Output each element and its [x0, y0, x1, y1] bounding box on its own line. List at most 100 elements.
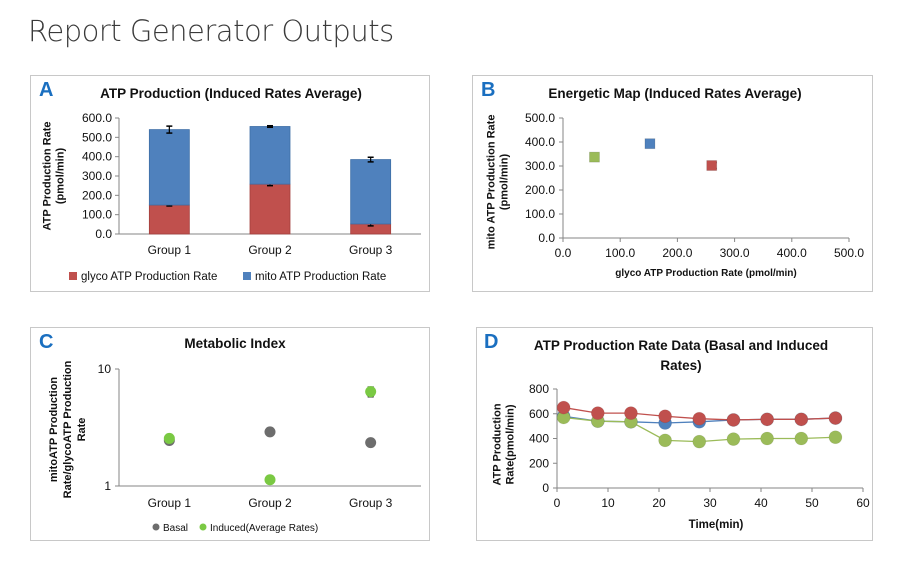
point-group-1	[644, 138, 656, 150]
y-tick-label: 0.0	[95, 227, 112, 241]
y-tick-label: 400.0	[525, 135, 555, 149]
panel-letter-c: C	[39, 331, 54, 353]
y-axis-label-line: Rate	[76, 418, 88, 442]
y-tick-label: 600.0	[82, 111, 112, 125]
panel-letter-b: B	[481, 79, 496, 101]
y-axis-label-line: ATP Production	[492, 403, 504, 485]
y-tick-label: 200	[529, 456, 549, 470]
chart-title-line: ATP Production Rate Data (Basal and Indu…	[534, 338, 828, 353]
page-title: Report Generator Outputs	[28, 14, 394, 48]
panel-c: C Metabolic Index 1 10 mitoATP Production Ra…	[30, 327, 430, 541]
legend-label: Induced(Average Rates)	[210, 523, 318, 534]
y-axis-label-line: Rate/glycoATP Production	[62, 360, 74, 498]
legend-swatch	[243, 272, 251, 280]
legend-label: glyco ATP Production Rate	[81, 271, 217, 283]
point-group-2	[590, 406, 605, 421]
y-tick-label: 500.0	[525, 111, 555, 125]
point-basal	[365, 437, 377, 449]
legend-label: Basal	[163, 523, 188, 534]
x-tick-label: 30	[703, 496, 717, 510]
point-induced	[264, 474, 276, 486]
x-axis-label: glyco ATP Production Rate (pmol/min)	[615, 268, 797, 279]
point-group-3	[794, 431, 809, 446]
x-tick-label: Group 1	[148, 496, 192, 510]
x-tick-label: Group 2	[248, 496, 292, 510]
x-tick-label: 60	[856, 496, 870, 510]
y-axis-label: mito ATP Production Rate(pmol/min)	[486, 115, 511, 250]
y-axis-label-line: mitoATP Production	[48, 377, 60, 483]
y-axis-label-line: ATP Production Rate	[42, 122, 54, 231]
point-group-2	[624, 406, 638, 421]
point-group-2	[556, 400, 571, 415]
y-tick-label: 200.0	[82, 188, 112, 202]
chart-atp-rate-timecourse: ATP Production Rate Data (Basal and Indu…	[492, 338, 870, 531]
y-tick-label: 300.0	[525, 159, 555, 173]
legend-marker	[199, 523, 207, 531]
point-group-3	[828, 430, 843, 445]
point-induced	[365, 386, 377, 398]
chart-title: Energetic Map (Induced Rates Average)	[548, 86, 801, 101]
x-tick-label: 300.0	[720, 246, 750, 260]
chart-title: ATP Production (Induced Rates Average)	[100, 86, 362, 101]
point-group-2	[706, 160, 718, 171]
y-tick-label: 200.0	[525, 183, 555, 197]
x-tick-label: 20	[652, 496, 666, 510]
x-tick-label: 10	[601, 496, 615, 510]
chart-title: Metabolic Index	[184, 336, 286, 351]
x-axis-label: Time(min)	[689, 519, 744, 531]
y-axis-label-line: (pmol/min)	[499, 154, 511, 211]
y-tick-label: 500.0	[82, 130, 112, 144]
panel-d: D ATP Production Rate Data (Basal and In…	[476, 327, 873, 541]
y-axis-label-line: mito ATP Production Rate	[486, 115, 498, 250]
panel-letter-d: D	[484, 331, 499, 353]
y-tick-label: 300.0	[82, 169, 112, 183]
x-tick-label: Group 1	[148, 243, 192, 257]
x-tick-label: Group 3	[349, 496, 393, 510]
point-group-3	[692, 434, 707, 449]
panel-letter-a: A	[39, 79, 54, 101]
point-group-2	[658, 409, 673, 424]
y-tick-label: 0	[542, 481, 549, 495]
point-group-2	[794, 412, 809, 427]
point-basal	[264, 426, 276, 438]
chart-energetic-map: Energetic Map (Induced Rates Average) 0.0…	[486, 86, 865, 279]
point-group-2	[760, 412, 775, 427]
x-tick-label: Group 3	[349, 243, 393, 257]
x-tick-label: 50	[805, 496, 819, 510]
y-axis-label: mitoATP Production Rate/glycoATP Producti…	[48, 360, 88, 498]
y-axis-label: ATP ProductionRate(pmol/min)	[492, 403, 517, 485]
y-tick-label: 400.0	[82, 150, 112, 164]
y-axis-label-line: Rate(pmol/min)	[505, 404, 517, 484]
y-tick-label: 0.0	[538, 231, 555, 245]
point-group-3	[589, 151, 600, 163]
x-tick-label: 400.0	[777, 246, 807, 260]
x-tick-label: 500.0	[834, 246, 864, 260]
bar-mito	[350, 159, 392, 225]
panel-b: B Energetic Map (Induced Rates Average) 0…	[472, 75, 873, 292]
legend-marker	[152, 523, 160, 531]
x-tick-label: 40	[754, 496, 768, 510]
x-tick-label: 0.0	[555, 246, 572, 260]
legend-label: mito ATP Production Rate	[255, 271, 386, 283]
y-tick-label: 100.0	[82, 208, 112, 222]
point-group-2	[692, 411, 707, 426]
y-tick-label: 600	[529, 407, 549, 421]
point-induced	[163, 432, 175, 444]
y-tick-label: 10	[98, 362, 112, 376]
point-group-2	[726, 413, 741, 427]
y-tick-label: 1	[104, 479, 111, 493]
y-tick-label: 100.0	[525, 207, 555, 221]
x-tick-label: 0	[554, 496, 561, 510]
y-axis-label-line: (pmol/min)	[55, 148, 67, 205]
point-group-3	[760, 431, 775, 446]
point-group-2	[828, 411, 843, 425]
bar-mito	[249, 126, 291, 185]
point-group-3	[726, 432, 741, 447]
bar-glyco	[148, 204, 190, 235]
x-tick-label: 200.0	[662, 246, 692, 260]
y-tick-label: 800	[529, 382, 549, 396]
panel-a: A ATP Production (Induced Rates Average)…	[30, 75, 430, 292]
legend-swatch	[69, 272, 77, 280]
chart-title-line: Rates)	[660, 358, 701, 373]
